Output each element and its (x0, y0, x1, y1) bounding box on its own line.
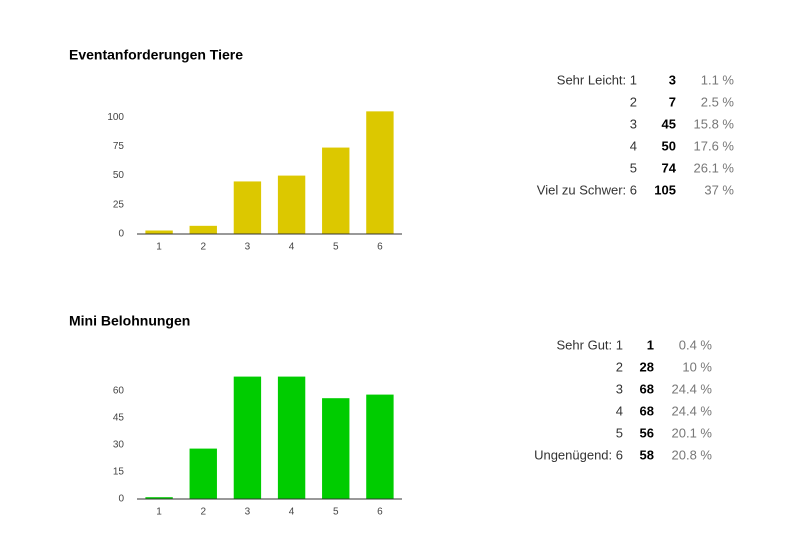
chart-title: Mini Belohnungen (69, 313, 190, 329)
x-tick-label: 1 (156, 242, 162, 253)
row-percent: 0.4 % (679, 337, 713, 352)
row-count: 50 (662, 138, 676, 153)
y-tick-label: 25 (113, 199, 125, 210)
row-label: 4 (630, 138, 637, 153)
row-count: 58 (640, 447, 654, 462)
row-label: 2 (630, 94, 637, 109)
y-tick-label: 0 (118, 494, 124, 505)
x-tick-label: 6 (377, 242, 383, 253)
row-label: Ungenügend: 6 (534, 447, 623, 462)
row-percent: 10 % (682, 359, 712, 374)
row-count: 56 (640, 425, 654, 440)
x-tick-label: 5 (333, 242, 339, 253)
row-percent: 2.5 % (701, 94, 735, 109)
x-tick-label: 2 (200, 242, 206, 253)
y-tick-label: 75 (113, 141, 125, 152)
bar (277, 175, 306, 234)
x-tick-label: 5 (333, 507, 339, 518)
row-label: 5 (616, 425, 623, 440)
row-count: 105 (654, 182, 676, 197)
row-percent: 20.8 % (672, 447, 713, 462)
row-percent: 24.4 % (672, 381, 713, 396)
bar (366, 111, 394, 234)
bar (322, 147, 350, 234)
row-count: 45 (662, 116, 676, 131)
row-count: 1 (647, 337, 654, 352)
y-tick-label: 15 (113, 467, 125, 478)
row-percent: 37 % (704, 182, 734, 197)
x-tick-label: 1 (156, 507, 162, 518)
bar (145, 497, 173, 499)
bar (233, 376, 262, 499)
y-tick-label: 0 (118, 229, 124, 240)
row-label: 4 (616, 403, 623, 418)
bar (189, 448, 217, 499)
row-label: Sehr Leicht: 1 (557, 72, 637, 87)
chart-title: Eventanforderungen Tiere (69, 47, 243, 63)
bar (233, 181, 262, 234)
row-label: 3 (616, 381, 623, 396)
bar (145, 230, 173, 234)
y-tick-label: 100 (107, 112, 124, 123)
row-percent: 15.8 % (694, 116, 735, 131)
y-tick-label: 45 (113, 413, 125, 424)
row-percent: 20.1 % (672, 425, 713, 440)
y-tick-label: 60 (113, 386, 125, 397)
bar (366, 394, 394, 499)
row-label: Viel zu Schwer: 6 (537, 182, 637, 197)
row-percent: 17.6 % (694, 138, 735, 153)
bar (277, 376, 306, 499)
row-label: 2 (616, 359, 623, 374)
y-tick-label: 50 (113, 170, 125, 181)
row-count: 7 (669, 94, 676, 109)
row-percent: 24.4 % (672, 403, 713, 418)
row-percent: 1.1 % (701, 72, 735, 87)
x-tick-label: 4 (289, 507, 295, 518)
x-tick-label: 3 (245, 242, 251, 253)
x-tick-label: 6 (377, 507, 383, 518)
row-count: 74 (662, 160, 677, 175)
row-count: 28 (640, 359, 654, 374)
x-tick-label: 2 (200, 507, 206, 518)
row-percent: 26.1 % (694, 160, 735, 175)
bar (322, 398, 350, 499)
bar (189, 225, 217, 234)
y-tick-label: 30 (113, 440, 125, 451)
row-label: 5 (630, 160, 637, 175)
row-count: 3 (669, 72, 676, 87)
x-tick-label: 3 (245, 507, 251, 518)
x-tick-label: 4 (289, 242, 295, 253)
row-label: 3 (630, 116, 637, 131)
row-count: 68 (640, 381, 654, 396)
row-label: Sehr Gut: 1 (557, 337, 623, 352)
row-count: 68 (640, 403, 654, 418)
